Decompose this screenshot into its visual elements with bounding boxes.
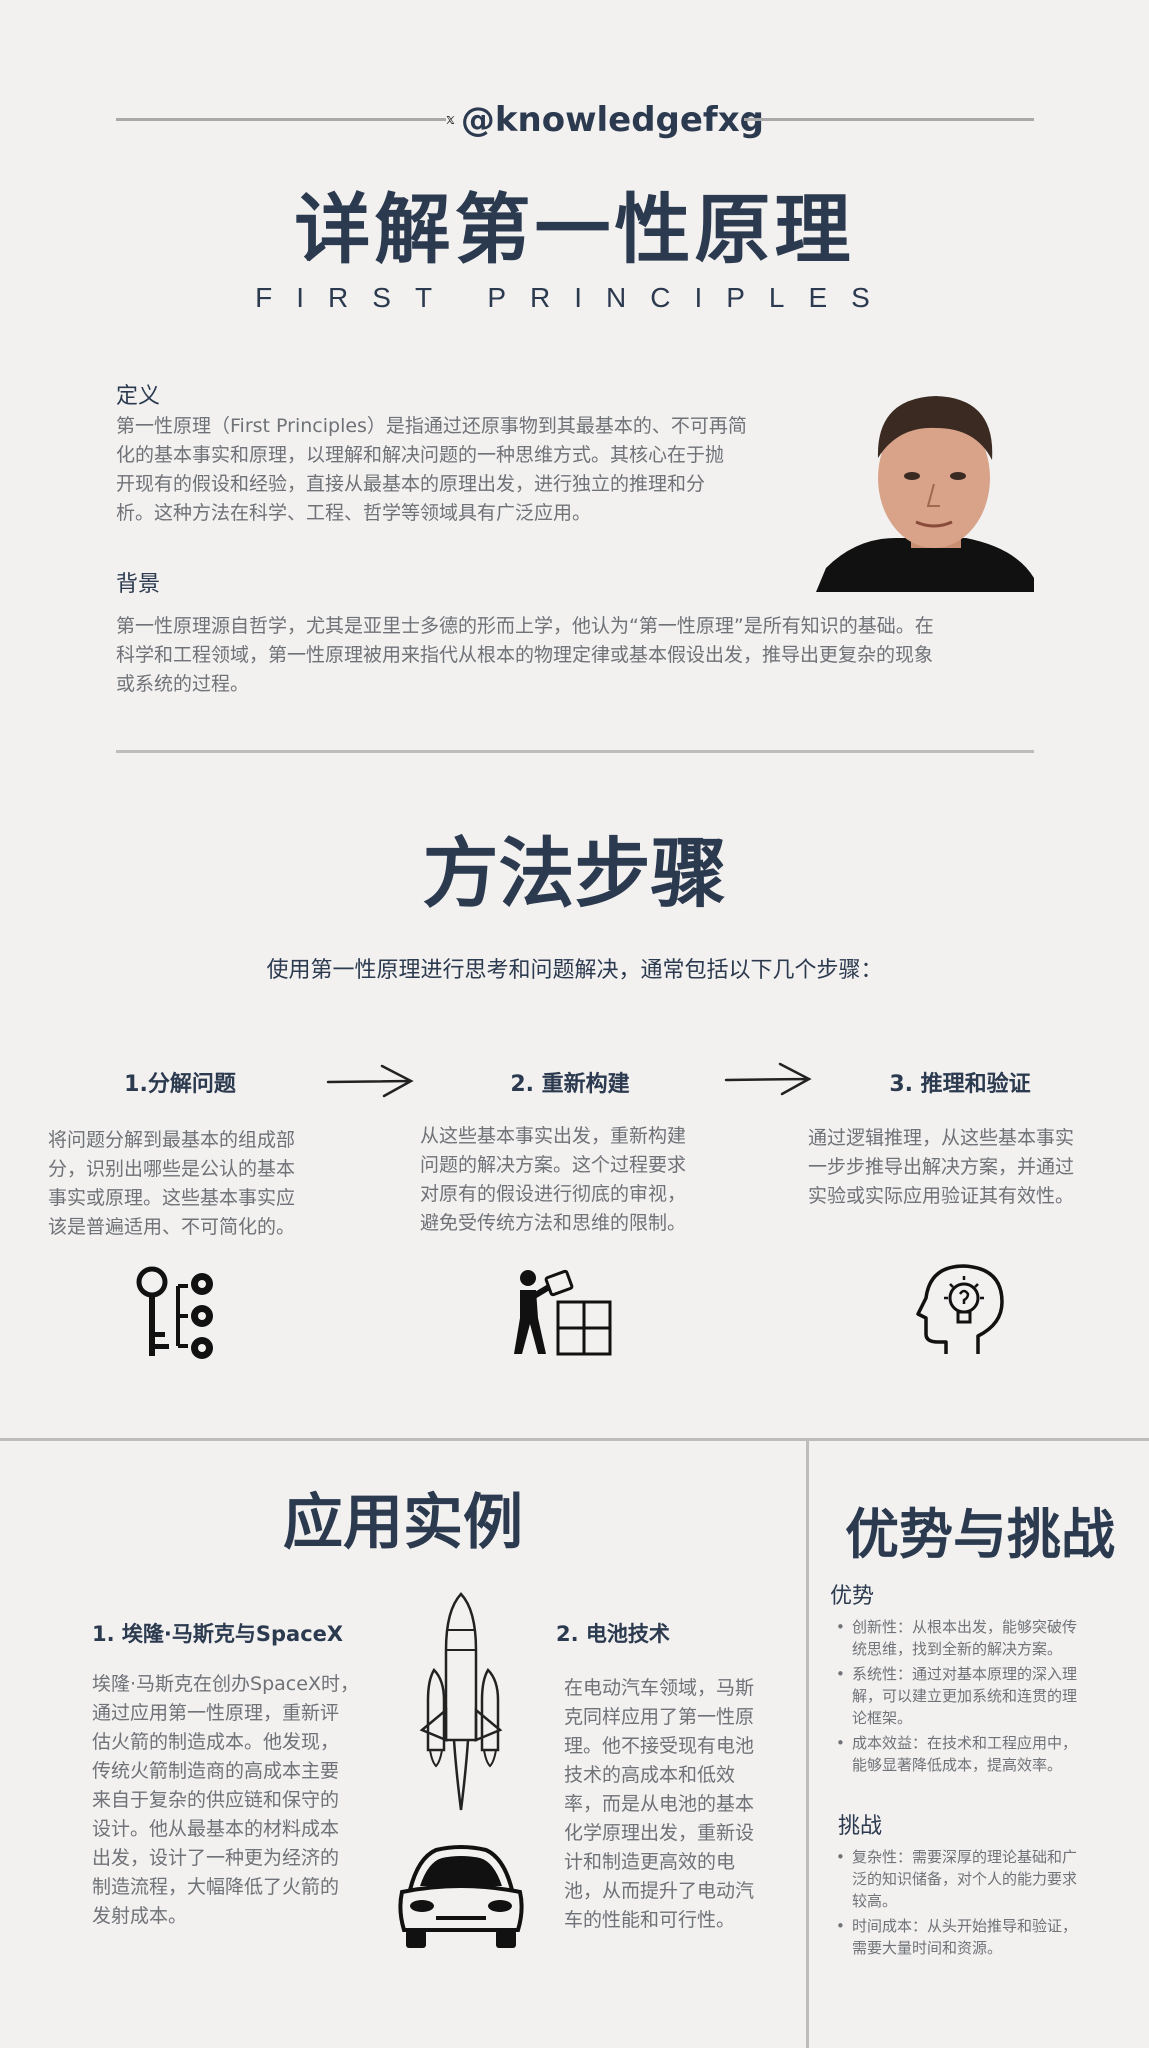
column-divider bbox=[806, 1441, 809, 2048]
app-1-title: 1. 埃隆·马斯克与SpaceX bbox=[92, 1622, 344, 1646]
app-2-text: 在电动汽车领域，马斯 克同样应用了第一性原 理。他不接受现有电池 技术的高成本和… bbox=[564, 1677, 755, 1931]
app-1-text: 埃隆·马斯克在创办SpaceX时， 通过应用第一性原理，重新评 估火箭的制造成本… bbox=[92, 1673, 359, 1927]
arrow-right-icon bbox=[724, 1062, 812, 1096]
advantages-heading: 优势 bbox=[830, 1584, 875, 1609]
page-title: 详解第一性原理 bbox=[294, 185, 855, 274]
pros-cons-title: 优势与挑战 bbox=[845, 1503, 1115, 1566]
x-logo-icon bbox=[446, 116, 455, 124]
step-3-text: 通过逻辑推理，从这些基本事实 一步步推导出解决方案，并通过 实验或实际应用验证其… bbox=[808, 1127, 1075, 1207]
step-3-title: 3. 推理和验证 bbox=[889, 1072, 1031, 1097]
step-1-title: 1.分解问题 bbox=[124, 1072, 236, 1097]
handle-left-rule bbox=[116, 118, 446, 121]
method-title: 方法步骤 bbox=[422, 829, 727, 918]
handle-right-rule bbox=[744, 118, 1034, 121]
app-2-title: 2. 电池技术 bbox=[556, 1622, 670, 1646]
step-1-text: 将问题分解到最基本的组成部 分，识别出哪些是公认的基本 事实或原理。这些基本事实… bbox=[48, 1129, 296, 1238]
section-divider bbox=[116, 750, 1034, 753]
background-text: 第一性原理源自哲学，尤其是亚里士多德的形而上学，他认为“第一性原理”是所有知识的… bbox=[116, 615, 934, 695]
puzzle-builder-icon bbox=[514, 1269, 612, 1356]
step-2-text: 从这些基本事实出发，重新构建 问题的解决方案。这个过程要求 对原有的假设进行彻底… bbox=[420, 1125, 687, 1234]
rocket-icon bbox=[419, 1592, 503, 1811]
key-gears-icon bbox=[136, 1266, 213, 1359]
definition-heading: 定义 bbox=[116, 384, 161, 409]
definition-text: 第一性原理（First Principles）是指通过还原事物到其最基本的、不可… bbox=[116, 415, 747, 524]
page-subtitle: FIRST PRINCIPLES bbox=[255, 282, 894, 313]
step-2-title: 2. 重新构建 bbox=[510, 1072, 630, 1097]
handle-text: @knowledgefxg bbox=[460, 100, 764, 140]
list-item: 成本效益：在技术和工程应用中，能够显著降低成本，提高效率。 bbox=[834, 1732, 1134, 1776]
head-lightbulb-icon bbox=[916, 1264, 1004, 1354]
challenges-heading: 挑战 bbox=[838, 1814, 883, 1839]
handle: @knowledgefxg bbox=[446, 96, 764, 144]
list-item: 时间成本：从头开始推导和验证，需要大量时间和资源。 bbox=[834, 1915, 1134, 1959]
header-handle-row: @knowledgefxg bbox=[116, 96, 1034, 144]
bottom-section-divider bbox=[0, 1438, 1149, 1441]
method-intro: 使用第一性原理进行思考和问题解决，通常包括以下几个步骤： bbox=[266, 958, 883, 983]
arrow-right-icon bbox=[326, 1064, 414, 1098]
portrait-photo bbox=[816, 388, 1034, 592]
background-heading: 背景 bbox=[116, 572, 161, 597]
car-icon bbox=[398, 1845, 524, 1948]
applications-title: 应用实例 bbox=[283, 1488, 523, 1558]
